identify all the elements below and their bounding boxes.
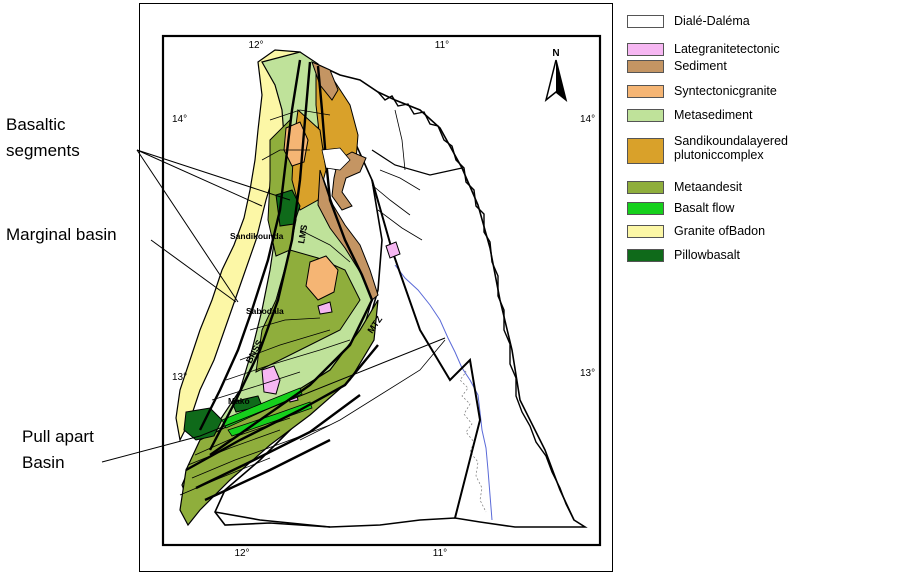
place-label-sandikounda: Sandikounda [230, 231, 284, 241]
map-inner-frame [161, 34, 602, 547]
legend-item-metasediment: Metasediment [627, 108, 753, 122]
basaltic-segments-label: Basaltic segments [6, 112, 80, 164]
legend-item-sandikounda-complex: Sandikoundalayered plutoniccomplex [627, 134, 788, 164]
structure-label-lms: LMS [296, 224, 309, 244]
lat-tick-lower-right: 13° [580, 368, 595, 379]
legend-swatch [627, 60, 664, 73]
legend-swatch [627, 43, 664, 56]
legend-item-basalt-flow: Basalt flow [627, 201, 734, 215]
legend-item-late-granite: Lategranitetectonic [627, 42, 780, 56]
border-dashed [459, 367, 487, 513]
basalt-flow-strip-1 [221, 387, 303, 429]
basaltic-segments-line1: Basaltic [6, 115, 66, 134]
legend-label: Basalt flow [674, 201, 735, 215]
north-label: N [552, 48, 559, 59]
legend-label: Granite ofBadon [674, 224, 766, 238]
annotation-leaders [101, 149, 446, 463]
lon-tick-bottom-right: 11° [433, 548, 447, 559]
legend-swatch [627, 15, 664, 28]
legend-item-syntectonic-granite: Syntectonicgranite [627, 84, 777, 98]
map-outer-frame [139, 3, 613, 572]
legend-label-line2: plutoniccomplex [674, 148, 764, 162]
legend-item-granite-badon: Granite ofBadon [627, 224, 765, 238]
lat-tick-upper-left: 14° [172, 114, 187, 125]
legend-swatch [627, 109, 664, 122]
north-arrow [544, 59, 568, 102]
legend-swatch [627, 181, 664, 194]
basaltic-segments-line2: segments [6, 141, 80, 160]
legend-item-diale-dalema: Dialé-Daléma [627, 14, 750, 28]
late-granite-east [385, 241, 401, 259]
legend-label: Metaandesit [674, 180, 743, 194]
lat-tick-upper-right: 14° [580, 114, 595, 125]
eastern-border [377, 91, 575, 521]
legend-label: Lategranitetectonic [674, 42, 780, 56]
legend-swatch [627, 249, 664, 262]
legend-item-metaandesit: Metaandesit [627, 180, 742, 194]
legend-label: Sediment [674, 59, 727, 73]
inner-boundary-north [371, 149, 463, 176]
place-label-sabodala: Sabodala [246, 306, 284, 316]
late-granite-small [317, 301, 333, 315]
river-line [394, 264, 493, 521]
marginal-basin-label: Marginal basin [6, 225, 117, 244]
legend-label: Pillowbasalt [674, 248, 741, 262]
place-label-mako: Mako [228, 396, 250, 406]
sediment-belt-region [317, 169, 379, 301]
diale-dalema-window [321, 147, 351, 171]
legend-item-pillow-basalt: Pillowbasalt [627, 248, 740, 262]
legend-label: Metasediment [674, 108, 753, 122]
minor-faults [179, 109, 446, 496]
lon-tick-bottom-left: 12° [234, 548, 249, 559]
legend-label: Dialé-Daléma [674, 14, 750, 28]
pull-apart-line2: Basin [22, 453, 65, 472]
legend-label: Sandikoundalayered [674, 134, 788, 148]
late-granite-mako [261, 365, 281, 395]
lat-tick-lower-left: 13° [172, 372, 187, 383]
legend-swatch [627, 225, 664, 238]
inner-boundary-south [214, 511, 331, 528]
legend-swatch [627, 138, 664, 164]
metaandesit-south-region [179, 299, 379, 527]
syntectonic-granite-sabodala [305, 255, 339, 301]
pull-apart-basin-label: Pull apart Basin [22, 424, 94, 476]
lon-tick-top-right: 11° [435, 40, 449, 51]
legend-item-sediment: Sediment [627, 59, 727, 73]
lon-tick-top-left: 12° [248, 40, 263, 51]
legend-swatch [627, 202, 664, 215]
legend-swatch [627, 85, 664, 98]
pull-apart-line1: Pull apart [22, 427, 94, 446]
legend-label: Syntectonicgranite [674, 84, 777, 98]
